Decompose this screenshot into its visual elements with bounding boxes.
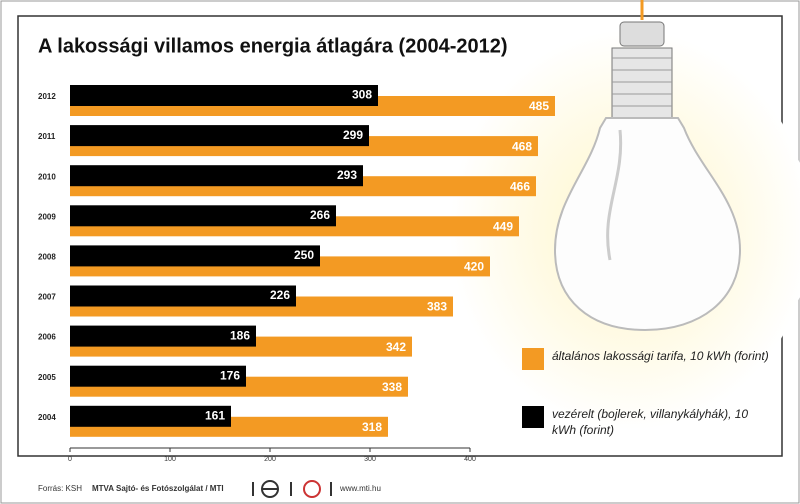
x-tick-label: 0 xyxy=(68,456,72,463)
bar xyxy=(70,205,336,227)
value-label: 293 xyxy=(337,168,357,182)
bar xyxy=(70,285,296,307)
y-tick-label: 2005 xyxy=(38,373,56,382)
legend-swatch xyxy=(522,348,544,370)
value-label: 420 xyxy=(464,260,484,274)
value-label: 250 xyxy=(294,248,314,262)
x-tick-label: 300 xyxy=(364,456,376,463)
x-tick-label: 100 xyxy=(164,456,176,463)
value-label: 468 xyxy=(512,139,532,153)
value-label: 266 xyxy=(310,208,330,222)
y-tick-label: 2012 xyxy=(38,92,56,101)
value-label: 176 xyxy=(220,368,240,382)
y-tick-label: 2007 xyxy=(38,293,56,302)
value-label: 449 xyxy=(493,219,513,233)
x-tick-label: 200 xyxy=(264,456,276,463)
chart-title: A lakossági villamos energia átlagára (2… xyxy=(38,35,508,57)
bar xyxy=(70,125,369,147)
footer-credit: MTVA Sajtó- és Fotószolgálat / MTI xyxy=(92,484,224,493)
y-tick-label: 2009 xyxy=(38,212,56,221)
value-label: 186 xyxy=(230,328,250,342)
value-label: 308 xyxy=(352,88,372,102)
y-tick-label: 2006 xyxy=(38,333,56,342)
legend-entry-0: vezérelt (bojlerek, villanykályhák), 10 … xyxy=(552,407,749,437)
bar xyxy=(70,165,363,187)
x-tick-label: 400 xyxy=(464,456,476,463)
bar xyxy=(70,365,246,387)
value-label: 383 xyxy=(427,300,447,314)
light-bulb xyxy=(553,0,742,332)
legend-entry-1: általános lakossági tarifa, 10 kWh (fori… xyxy=(552,349,769,363)
bar xyxy=(70,325,256,347)
bar xyxy=(70,85,378,106)
footer: Forrás: KSH MTVA Sajtó- és Fotószolgálat… xyxy=(38,480,381,498)
y-tick-label: 2010 xyxy=(38,172,56,181)
y-tick-label: 2004 xyxy=(38,413,56,422)
value-label: 318 xyxy=(362,420,382,434)
legend-swatch xyxy=(522,406,544,428)
y-tick-label: 2008 xyxy=(38,253,56,262)
value-label: 342 xyxy=(386,340,406,354)
value-label: 226 xyxy=(270,288,290,302)
bar xyxy=(70,245,320,267)
y-tick-label: 2011 xyxy=(38,132,56,141)
value-label: 299 xyxy=(343,128,363,142)
value-label: 485 xyxy=(529,99,549,113)
footer-url: www.mti.hu xyxy=(339,484,381,493)
value-label: 466 xyxy=(510,179,530,193)
value-label: 338 xyxy=(382,380,402,394)
bar xyxy=(70,405,231,427)
footer-source: Forrás: KSH xyxy=(38,484,82,493)
value-label: 161 xyxy=(205,408,225,422)
